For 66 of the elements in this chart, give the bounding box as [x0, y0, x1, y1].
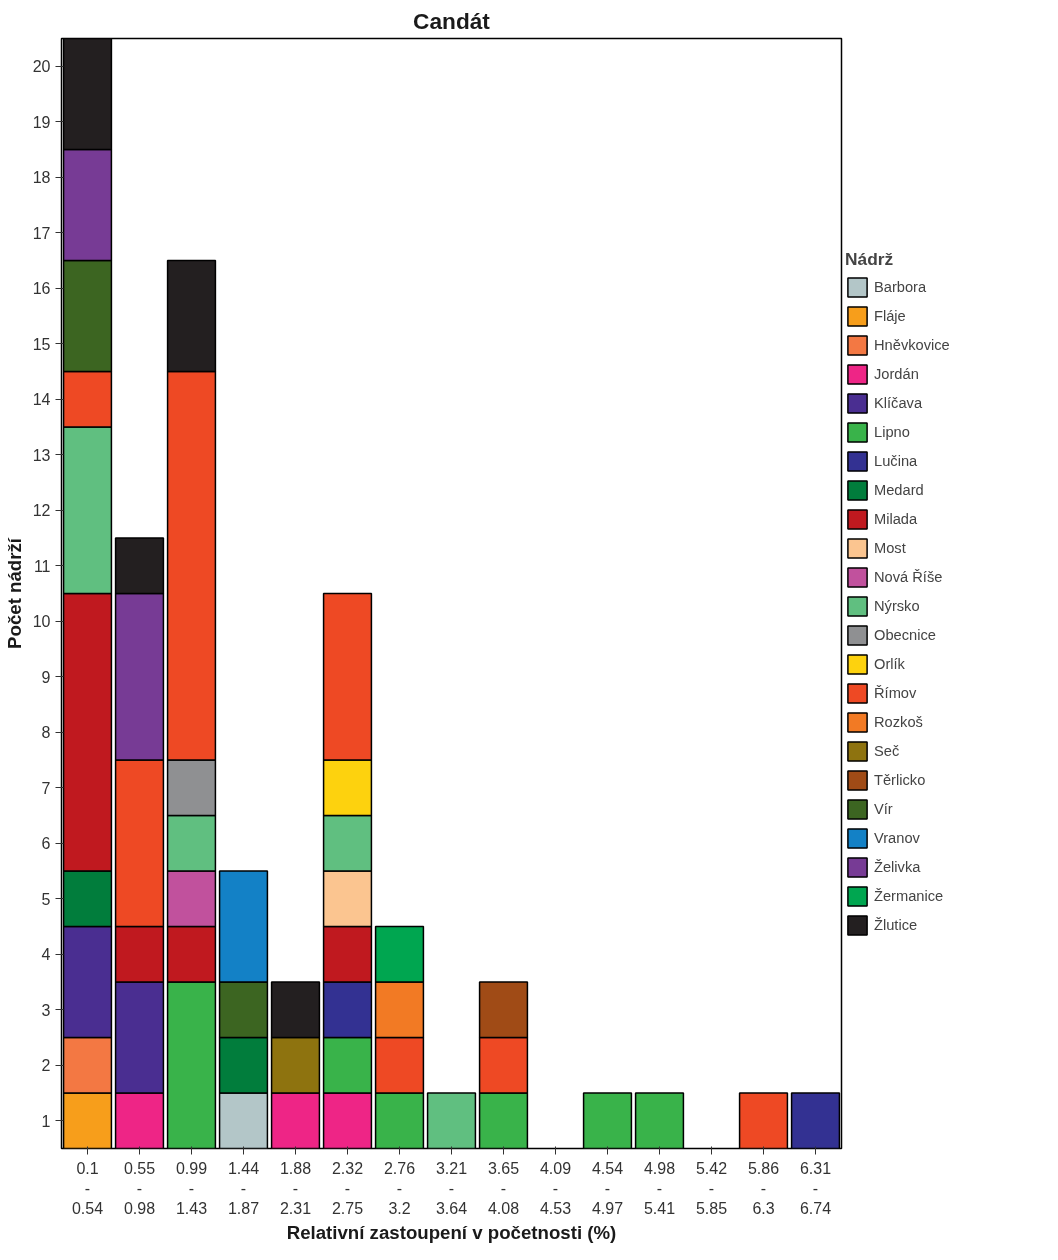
y-tick-label: 19: [32, 113, 51, 131]
legend-label: Most: [874, 539, 907, 558]
legend-label: Jordán: [874, 365, 920, 384]
legend-label: Seč: [874, 742, 901, 761]
legend-label: Medard: [874, 481, 925, 500]
x-tick-label: 0.99 - 1.43: [175, 1159, 208, 1218]
y-tick-label: 4: [41, 946, 51, 964]
legend-label: Obecnice: [874, 626, 936, 645]
y-tick-label: 11: [33, 557, 51, 575]
y-tick-label: 18: [32, 169, 51, 187]
legend-label: Orlík: [874, 655, 906, 674]
legend-label: Milada: [874, 510, 919, 529]
y-tick-label: 17: [32, 224, 51, 242]
legend-label: Nová Říše: [874, 568, 943, 587]
y-tick-label: 9: [41, 668, 51, 686]
bar: [738, 1092, 789, 1149]
x-tick-label: 1.88 - 2.31: [279, 1159, 312, 1218]
legend-label: Želivka: [874, 858, 922, 877]
y-tick-label: 5: [41, 890, 51, 908]
y-tick-label: 7: [41, 779, 51, 797]
y-tick-label: 12: [32, 502, 51, 520]
y-tick-label: 2: [41, 1057, 51, 1075]
x-tick-label: 3.21 - 3.64: [435, 1159, 468, 1218]
legend-label: Žermanice: [874, 887, 944, 906]
x-tick-label: 4.54 - 4.97: [591, 1159, 624, 1218]
x-tick-label: 0.1 - 0.54: [71, 1159, 104, 1218]
x-tick-label: 4.98 - 5.41: [643, 1159, 676, 1218]
legend-label: Fláje: [874, 307, 907, 326]
x-tick-label: 0.55 - 0.98: [123, 1159, 156, 1218]
chart-title: Candát: [413, 7, 491, 34]
legend-label: Klíčava: [874, 394, 924, 413]
y-tick-label: 1: [41, 1112, 51, 1130]
y-tick-label: 15: [32, 335, 51, 353]
legend-label: Žlutice: [874, 916, 919, 935]
legend-label: Lučina: [874, 452, 919, 471]
y-tick-label: 14: [32, 391, 51, 409]
x-tick-label: 5.42 - 5.85: [695, 1159, 728, 1218]
x-tick-label: 6.31 - 6.74: [799, 1159, 832, 1218]
x-tick-label: 4.09 - 4.53: [539, 1159, 572, 1218]
legend-label: Barbora: [874, 278, 928, 297]
y-axis-title: Počet nádrží: [3, 537, 25, 649]
legend-label: Těrlicko: [874, 771, 927, 790]
x-tick-label: 1.44 - 1.87: [227, 1159, 260, 1218]
y-tick-label: 13: [32, 446, 51, 464]
x-axis-title: Relativní zastoupení v početnosti (%): [286, 1222, 617, 1244]
y-tick-label: 8: [41, 724, 51, 742]
x-tick-label: 2.32 - 2.75: [331, 1159, 364, 1218]
legend-label: Nýrsko: [874, 597, 921, 616]
legend-title: Nádrž: [845, 249, 895, 270]
bar: [426, 1092, 477, 1149]
bar: [634, 1092, 685, 1149]
y-tick-label: 10: [32, 613, 51, 631]
legend-label: Římov: [874, 684, 918, 703]
x-tick-label: 5.86 - 6.3: [747, 1159, 780, 1218]
bar: [582, 1092, 633, 1149]
y-tick-label: 3: [41, 1001, 51, 1019]
y-tick-label: 6: [41, 835, 51, 853]
legend-label: Lipno: [874, 423, 911, 442]
legend-label: Vranov: [874, 829, 921, 848]
y-tick-label: 16: [32, 280, 51, 298]
x-tick-label: 3.65 - 4.08: [487, 1159, 520, 1218]
legend-label: Vír: [874, 800, 894, 819]
legend-label: Rozkoš: [874, 713, 924, 732]
legend-label: Hněvkovice: [874, 336, 950, 355]
y-tick-label: 20: [32, 58, 51, 76]
x-tick-label: 2.76 - 3.2: [383, 1159, 416, 1218]
